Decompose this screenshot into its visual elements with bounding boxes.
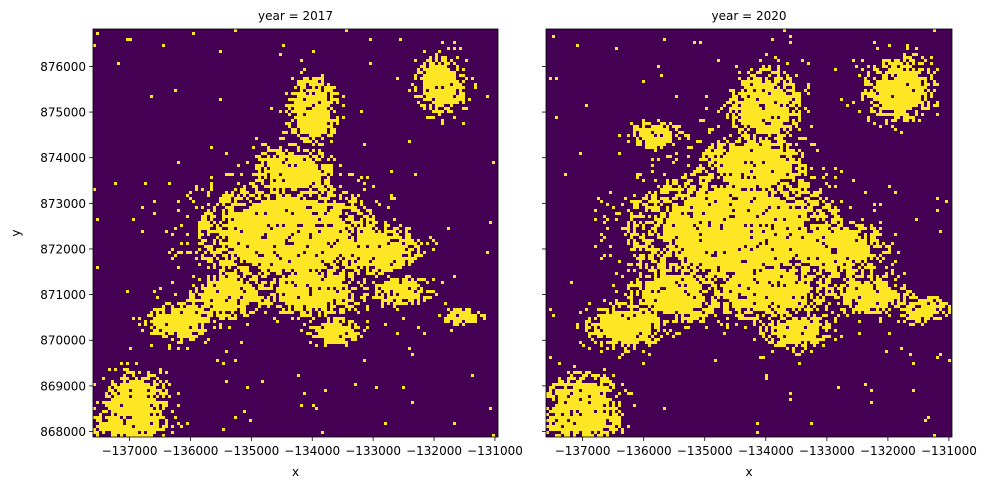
x-tick-label: −137000 xyxy=(102,444,158,458)
axes-frame xyxy=(92,28,499,438)
y-tick-label: 876000 xyxy=(40,60,86,74)
x-tick-label: −131000 xyxy=(921,444,977,458)
y-tick-label: 871000 xyxy=(40,288,86,302)
y-tick-label: 869000 xyxy=(40,379,86,393)
y-tick-label: 872000 xyxy=(40,242,86,256)
panel-1: year = 2017−137000 −136000 −135000 −134000−… xyxy=(40,9,523,479)
x-tick-label: −133000 xyxy=(799,444,855,458)
x-tick-label: −131000 xyxy=(467,444,523,458)
urban-extent-raster xyxy=(546,29,951,437)
x-tick-label: −132000 xyxy=(860,444,916,458)
x-tick-label: −135000 xyxy=(677,444,733,458)
x-tick-label: −134000 xyxy=(284,444,340,458)
axes-frame xyxy=(545,28,953,438)
x-axis-label: x xyxy=(745,465,752,479)
x-axis-label: x xyxy=(292,465,299,479)
x-tick-label: −134000 xyxy=(738,444,794,458)
x-tick-label: −137000 xyxy=(555,444,611,458)
y-tick-label: 870000 xyxy=(40,334,86,348)
x-tick-label: −136000 xyxy=(616,444,672,458)
y-tick-label: 875000 xyxy=(40,106,86,120)
x-tick-label: −133000 xyxy=(345,444,401,458)
y-tick-label: 873000 xyxy=(40,197,86,211)
y-tick-label: 868000 xyxy=(40,425,86,439)
x-tick-label: −132000 xyxy=(406,444,462,458)
y-tick-label: 874000 xyxy=(40,151,86,165)
panel-title: year = 2020 xyxy=(712,9,787,23)
panel-title: year = 2017 xyxy=(258,9,333,23)
urban-extent-raster xyxy=(93,29,495,437)
x-tick-label: −136000 xyxy=(163,444,219,458)
x-tick-label: −135000 xyxy=(223,444,279,458)
panel-2: year = 2020−137000 −136000 −135000 −134000−… xyxy=(542,9,977,479)
y-axis-label: y xyxy=(9,229,23,236)
